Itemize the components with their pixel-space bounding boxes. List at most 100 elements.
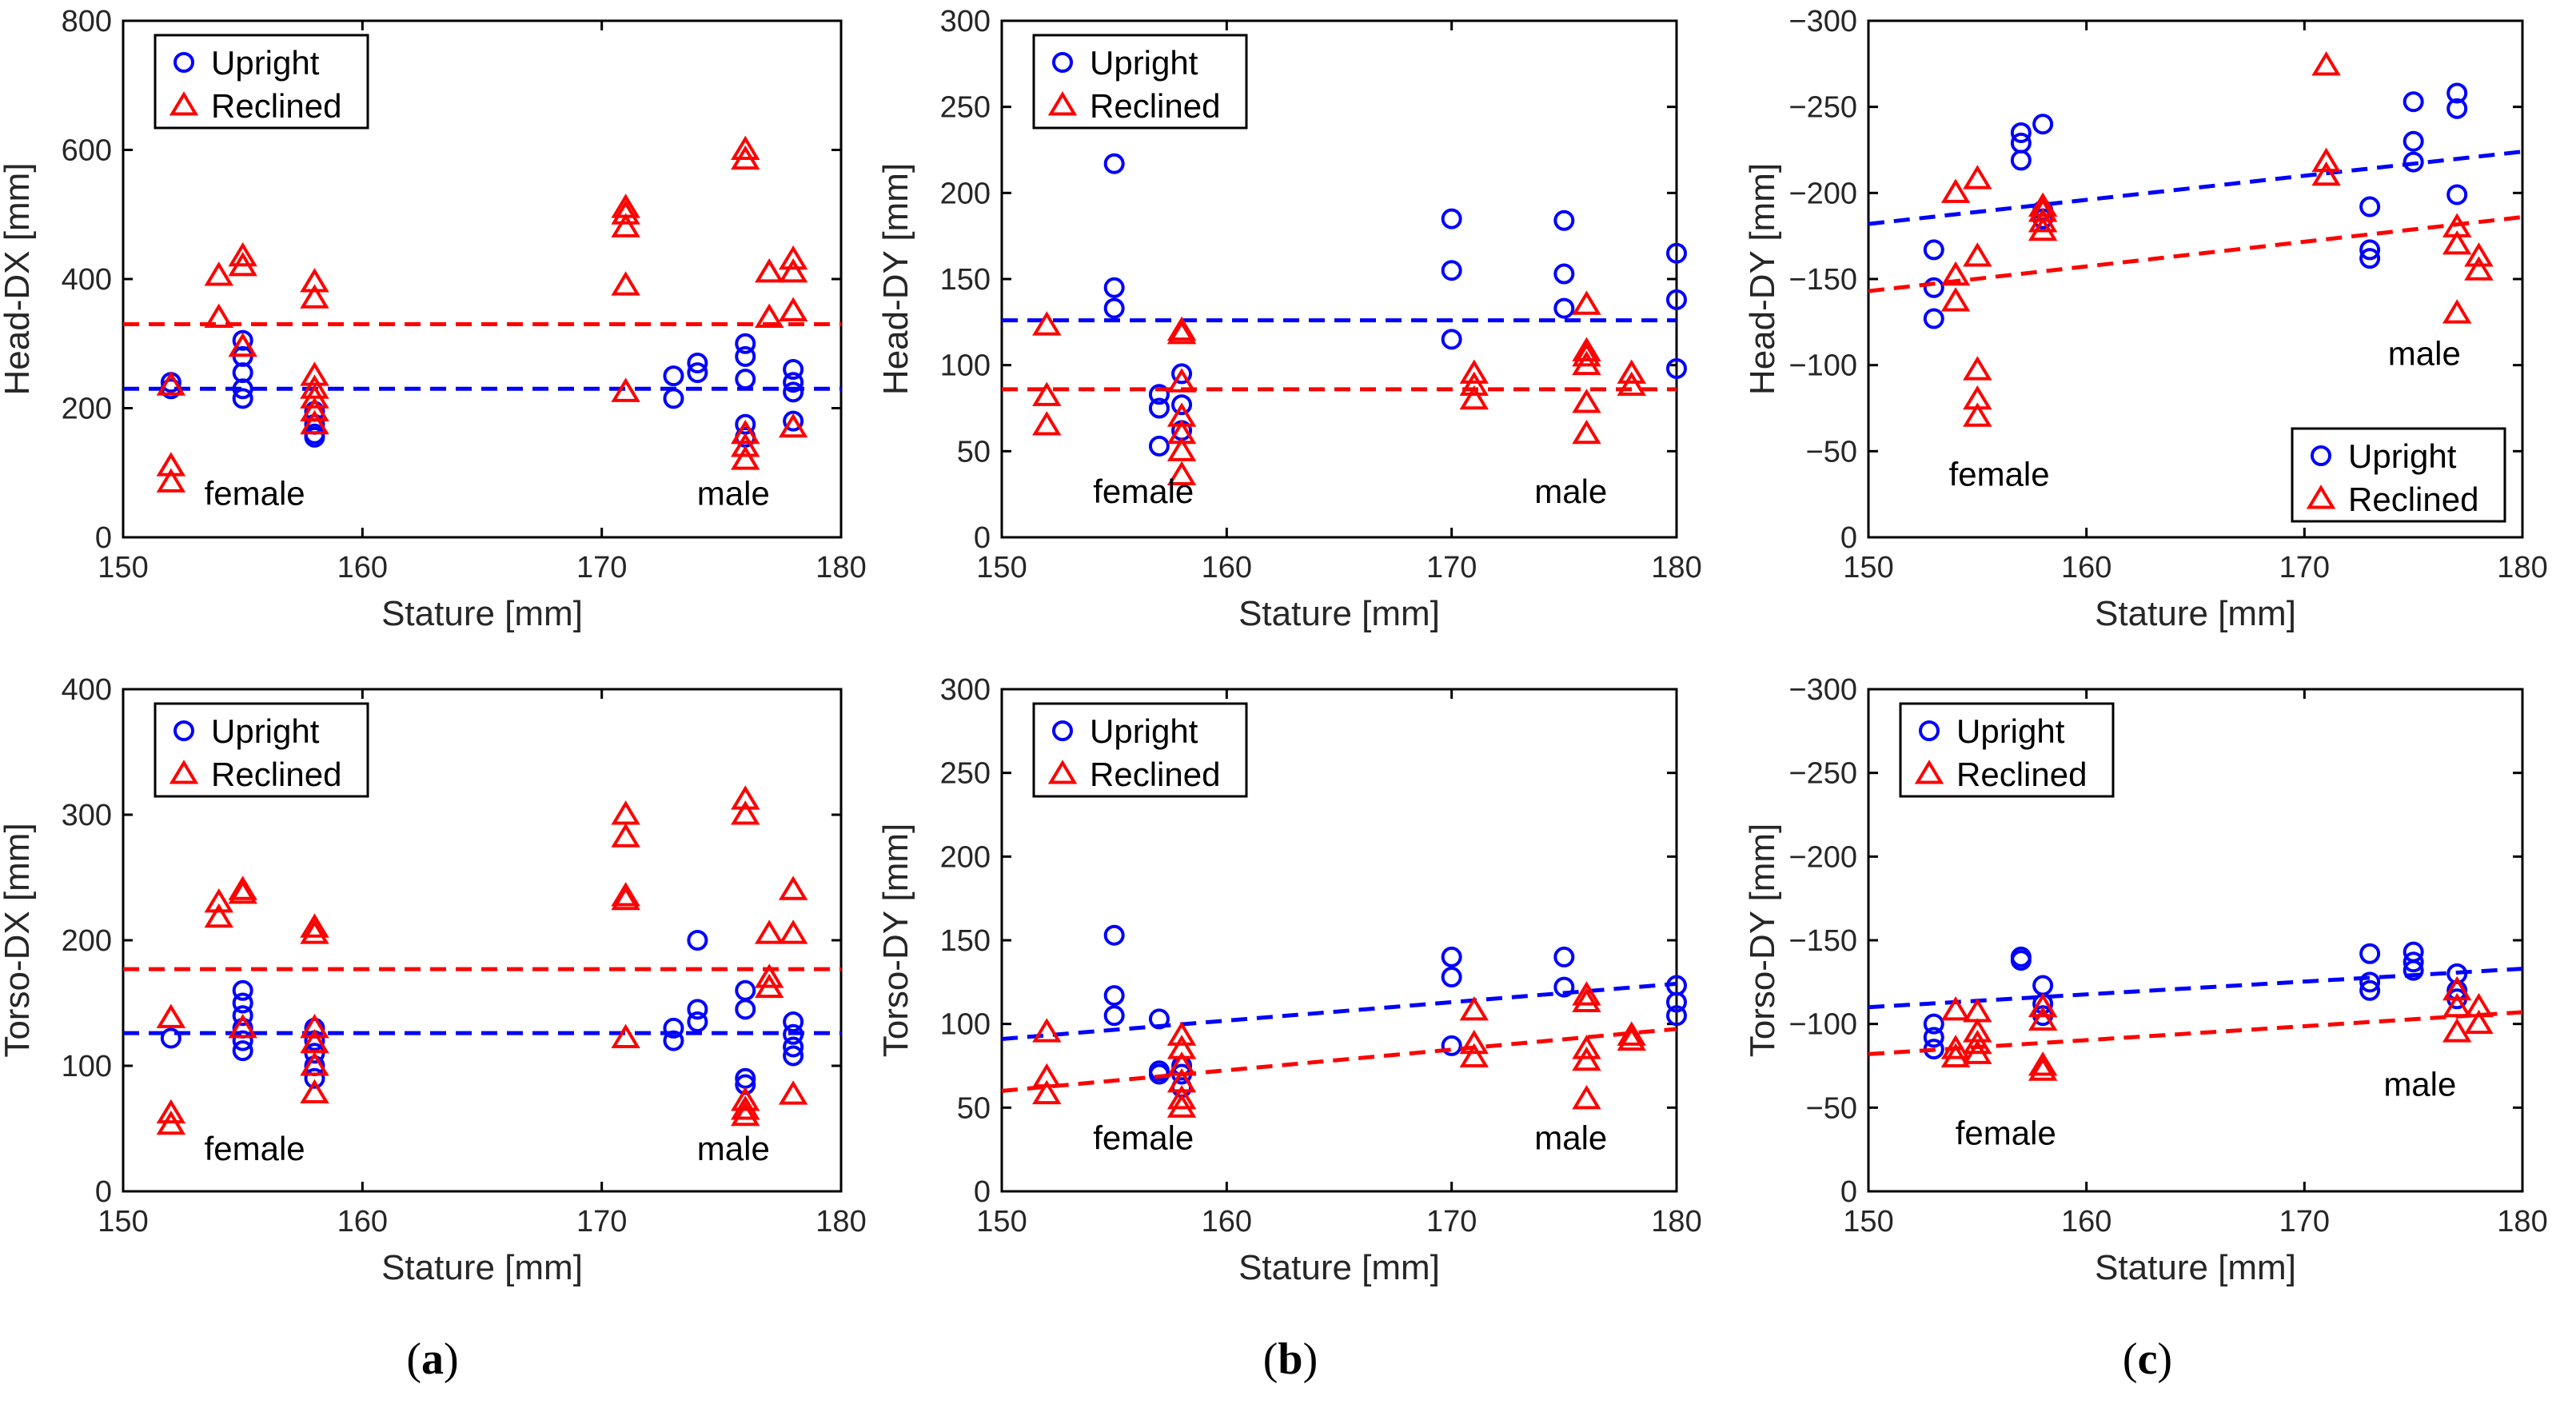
data-point-reclined (1032, 411, 1062, 436)
data-point-reclined (156, 371, 186, 396)
data-point-upright (2359, 239, 2381, 261)
legend-upright-label: Upright (1090, 712, 1198, 750)
data-point-upright (663, 365, 684, 387)
data-point-reclined (1459, 1029, 1489, 1055)
data-point-upright (2010, 950, 2032, 971)
legend-reclined-label: Reclined (1090, 87, 1220, 125)
x-tick-label: 170 (2279, 1205, 2330, 1238)
data-point-reclined (2028, 992, 2058, 1018)
chart-b-top: 150 160 170 180 0 50 100 150 200 250 300 Stature [m… (876, 5, 1702, 633)
data-point-reclined (1459, 1043, 1489, 1068)
data-point-reclined (611, 885, 640, 911)
data-point-upright (1441, 260, 1462, 281)
data-point-upright (2446, 98, 2468, 119)
x-tick-label: 180 (815, 551, 866, 584)
data-point-reclined (300, 268, 329, 293)
data-point-upright (783, 1036, 804, 1058)
data-point-upright (1148, 435, 1170, 457)
data-point-reclined (300, 1079, 329, 1104)
data-point-reclined (611, 200, 640, 225)
legend-box (2291, 427, 2506, 523)
data-point-upright (1148, 397, 1170, 419)
data-point-upright (783, 359, 804, 381)
legend-upright-marker (1052, 52, 1073, 73)
data-point-upright (2446, 82, 2468, 104)
data-point-reclined (300, 1051, 329, 1076)
y-tick-label: 300 (62, 799, 112, 832)
data-point-reclined (2442, 1018, 2472, 1043)
data-point-reclined (300, 409, 329, 435)
data-point-upright (232, 378, 253, 400)
data-point-upright (232, 388, 253, 409)
x-tick-label: 170 (1426, 1205, 1477, 1238)
y-axis-label: Head-DX [mm] (0, 163, 37, 396)
data-point-reclined (2028, 1051, 2058, 1076)
data-point-reclined (1032, 1079, 1062, 1105)
legend-reclined-marker (169, 760, 199, 784)
data-point-upright (2359, 248, 2381, 269)
legend-upright-marker (173, 52, 194, 73)
data-point-reclined (778, 245, 808, 270)
data-point-reclined (731, 1101, 760, 1127)
data-point-reclined (1166, 368, 1197, 393)
data-point-reclined (228, 241, 257, 267)
y-tick-label: −200 (1788, 840, 1857, 874)
legend: Upright Reclined (1032, 702, 1248, 798)
data-point-upright (232, 1030, 253, 1051)
data-point-reclined (2028, 208, 2058, 233)
data-point-reclined (156, 452, 186, 477)
data-point-reclined (1032, 1018, 1062, 1043)
data-point-upright (1923, 1027, 1944, 1048)
data-point-upright (1923, 308, 1944, 329)
series-reclined (123, 785, 841, 1135)
legend-reclined-marker (1047, 91, 1078, 116)
group-annotation-female: female (205, 475, 305, 513)
data-point-reclined (1572, 1084, 1601, 1110)
legend-reclined-label: Reclined (1090, 756, 1220, 793)
trend-line-reclined (1868, 1010, 2523, 1056)
y-tick-label: 0 (95, 521, 112, 555)
data-point-upright (1923, 1013, 1944, 1035)
legend: Upright Reclined (1032, 34, 1248, 130)
y-tick-label: 0 (974, 1175, 991, 1209)
data-point-reclined (778, 876, 808, 900)
chart-c-top: 150 160 170 180 0 −50 −100 −150 −200 −250 −300 Stat… (1743, 5, 2548, 633)
data-point-reclined (1963, 1029, 1992, 1055)
data-point-reclined (778, 297, 808, 321)
y-tick-label: −150 (1788, 924, 1857, 958)
data-point-reclined (1032, 311, 1062, 336)
data-point-upright (1171, 394, 1193, 416)
data-point-upright (783, 1045, 804, 1067)
data-point-reclined (300, 284, 329, 309)
x-tick-label: 170 (2279, 551, 2330, 584)
y-tick-label: 600 (62, 134, 112, 168)
data-point-reclined (300, 397, 329, 422)
data-point-upright (663, 388, 684, 409)
x-tick-label: 150 (98, 1205, 148, 1238)
data-point-upright (1103, 153, 1125, 174)
data-point-upright (735, 345, 756, 367)
legend-upright-label: Upright (1956, 712, 2065, 750)
data-point-upright (663, 1017, 684, 1039)
data-point-upright (304, 426, 325, 448)
data-point-reclined (2028, 1006, 2058, 1031)
legend-reclined-marker (169, 91, 199, 116)
data-point-reclined (1166, 461, 1197, 485)
y-tick-label: 250 (940, 757, 991, 791)
x-tick-label: 160 (1202, 1205, 1252, 1238)
data-point-reclined (1572, 350, 1601, 376)
x-axis-label: Stature [mm] (2095, 1248, 2296, 1287)
legend-reclined-label: Reclined (2348, 481, 2478, 518)
data-point-reclined (156, 468, 186, 493)
y-axis-label: Head-DY [mm] (1743, 163, 1782, 395)
data-point-upright (1553, 263, 1575, 285)
data-point-reclined (754, 963, 784, 988)
data-point-reclined (2028, 216, 2058, 241)
data-point-reclined (1963, 998, 1992, 1023)
data-point-upright (1553, 976, 1575, 998)
data-point-upright (1103, 297, 1125, 319)
data-point-reclined (754, 919, 784, 944)
data-point-reclined (228, 880, 257, 904)
data-point-reclined (204, 888, 233, 913)
data-point-reclined (300, 919, 329, 944)
